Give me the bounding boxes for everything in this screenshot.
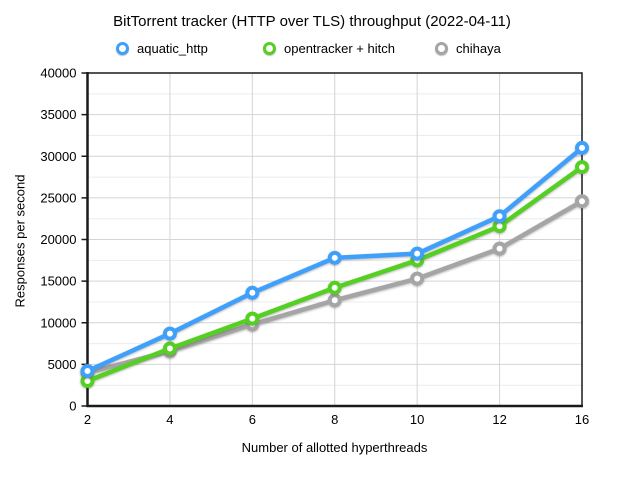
data-point-marker bbox=[492, 241, 507, 256]
data-point-marker bbox=[245, 311, 260, 326]
x-tick-label: 2 bbox=[84, 412, 91, 427]
y-tick-label: 20000 bbox=[40, 232, 76, 247]
data-point-marker bbox=[410, 271, 425, 286]
x-tick-label: 8 bbox=[331, 412, 338, 427]
x-tick-label: 12 bbox=[492, 412, 506, 427]
y-tick-label: 25000 bbox=[40, 190, 76, 205]
chart-legend: aquatic_http opentracker + hitch chihaya bbox=[0, 41, 624, 57]
data-point-marker bbox=[327, 280, 342, 295]
y-tick-label: 30000 bbox=[40, 149, 76, 164]
x-axis-title: Number of allotted hyperthreads bbox=[241, 440, 428, 455]
chart-title: BitTorrent tracker (HTTP over TLS) throu… bbox=[113, 13, 511, 30]
data-point-marker bbox=[80, 364, 95, 379]
y-tick-label: 15000 bbox=[40, 274, 76, 289]
y-axis-title: Responses per second bbox=[12, 174, 28, 308]
data-point-marker bbox=[162, 326, 177, 341]
data-point-marker bbox=[410, 246, 425, 261]
legend-label-opentracker-hitch: opentracker + hitch bbox=[284, 41, 395, 56]
data-point-marker bbox=[245, 285, 260, 300]
y-tick-label: 35000 bbox=[40, 107, 76, 122]
data-point-marker bbox=[575, 160, 589, 175]
legend-label-chihaya: chihaya bbox=[456, 41, 501, 56]
legend-item-opentracker-hitch: opentracker + hitch bbox=[263, 41, 395, 56]
data-point-marker bbox=[575, 194, 589, 209]
y-tick-label: 5000 bbox=[48, 357, 77, 372]
series-aquatic-http bbox=[80, 140, 589, 379]
y-tick-label: 40000 bbox=[40, 66, 76, 81]
x-tick-label: 10 bbox=[410, 412, 424, 427]
data-point-marker bbox=[327, 250, 342, 265]
data-point-marker bbox=[575, 140, 589, 155]
x-tick-label: 4 bbox=[166, 412, 173, 427]
legend-label-aquatic-http: aquatic_http bbox=[137, 41, 208, 56]
legend-item-aquatic-http: aquatic_http bbox=[116, 41, 208, 56]
y-tick-label: 10000 bbox=[40, 315, 76, 330]
data-point-marker bbox=[327, 293, 342, 308]
data-point-marker bbox=[162, 341, 177, 356]
x-tick-label: 6 bbox=[249, 412, 256, 427]
legend-marker-aquatic-http-icon bbox=[116, 42, 129, 55]
y-tick-label: 0 bbox=[69, 399, 76, 414]
legend-marker-chihaya-icon bbox=[435, 42, 448, 55]
legend-item-chihaya: chihaya bbox=[435, 41, 501, 56]
legend-marker-opentracker-hitch-icon bbox=[263, 42, 276, 55]
x-tick-label: 16 bbox=[575, 412, 589, 427]
data-point-marker bbox=[492, 209, 507, 224]
